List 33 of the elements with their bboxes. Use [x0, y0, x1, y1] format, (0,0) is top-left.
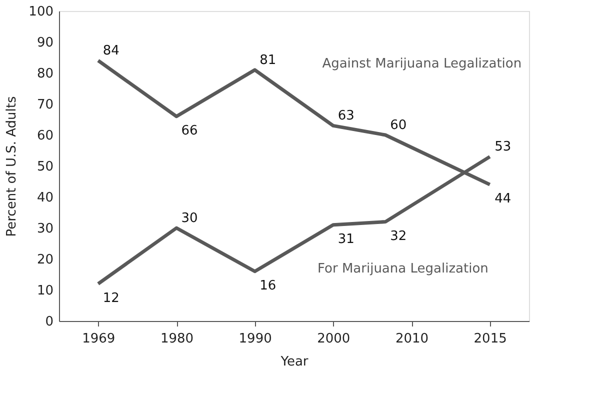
data-label: 53	[494, 140, 512, 155]
text: Against Marijuana Legalization	[322, 56, 522, 72]
data-label: 16	[260, 278, 276, 294]
y-tick-label: 10	[36, 284, 54, 298]
y-tick-label: 100	[28, 4, 54, 20]
data-label: 60	[390, 118, 407, 133]
x-tick-label: 2015	[474, 332, 507, 346]
x-tick-label: 2010	[395, 332, 429, 346]
x-axis-title: Year	[280, 354, 309, 370]
data-label: 44	[494, 192, 512, 207]
x-tick-label: 1969	[82, 332, 116, 346]
data-label: 12	[102, 290, 120, 306]
data-label: 63	[338, 108, 354, 124]
data-label: 84	[102, 44, 120, 59]
y-tick-label: 0	[45, 314, 54, 330]
data-label: 66	[181, 123, 198, 138]
x-tick-label: 2000	[317, 332, 350, 346]
y-tick-label: 90	[36, 36, 54, 50]
series-label: For Marijuana Legalization	[318, 261, 488, 276]
y-tick-label: 80	[36, 66, 54, 82]
data-label: 32	[390, 228, 407, 244]
y-tick-label: 70	[36, 98, 54, 112]
data-label: 31	[338, 232, 354, 247]
data-label: 30	[181, 211, 198, 226]
x-tick-label: 1990	[238, 332, 272, 346]
y-tick-label: 30	[36, 222, 54, 236]
data-label: 81	[260, 52, 276, 68]
x-tick-label: 1980	[160, 332, 194, 346]
y-tick-label: 40	[36, 190, 54, 206]
y-tick-label: 50	[36, 160, 54, 174]
y-axis-title: Percent of U.S. Adults	[4, 96, 20, 237]
y-tick-label: 60	[36, 128, 54, 144]
y-tick-label: 20	[36, 252, 54, 268]
